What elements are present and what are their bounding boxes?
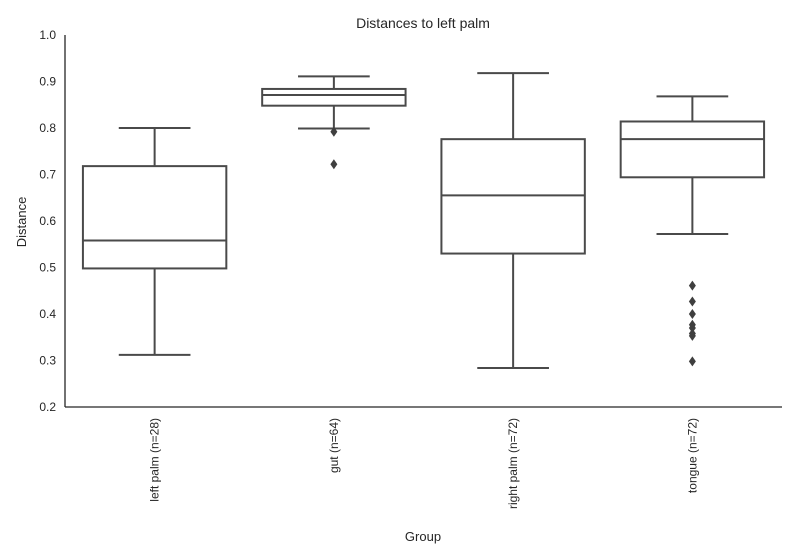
- y-tick-labels: 0.2 0.3 0.4 0.5 0.6 0.7 0.8 0.9 1.0: [39, 28, 56, 414]
- outlier-point: [330, 126, 338, 137]
- y-tick-label: 0.8: [39, 121, 56, 135]
- x-tick-label: gut (n=64): [327, 418, 341, 473]
- chart-title: Distances to left palm: [356, 15, 490, 31]
- y-tick-label: 1.0: [39, 28, 56, 42]
- outlier-point: [688, 322, 696, 333]
- iqr-box: [619, 120, 766, 179]
- iqr-box: [81, 165, 228, 270]
- iqr-box: [261, 87, 407, 107]
- y-tick-label: 0.9: [39, 75, 56, 89]
- y-tick-label: 0.2: [39, 400, 56, 414]
- box-group: [261, 75, 407, 170]
- y-tick-label: 0.6: [39, 214, 56, 228]
- box-group: [81, 127, 228, 356]
- x-tick-labels: left palm (n=28) gut (n=64) right palm (n=…: [148, 418, 700, 509]
- outlier-point: [330, 159, 338, 170]
- outlier-point: [688, 280, 696, 291]
- y-tick-label: 0.4: [39, 307, 56, 321]
- box-group: [619, 95, 766, 367]
- y-axis-label: Distance: [14, 197, 29, 248]
- y-tick-label: 0.7: [39, 168, 56, 182]
- box-group: [440, 72, 586, 369]
- outlier-point: [688, 330, 696, 341]
- x-tick-label: left palm (n=28): [148, 418, 162, 502]
- y-tick-label: 0.5: [39, 261, 56, 275]
- x-tick-label: right palm (n=72): [506, 418, 520, 509]
- y-tick-label: 0.3: [39, 354, 56, 368]
- outlier-point: [688, 309, 696, 319]
- box-series: [81, 72, 766, 369]
- x-axis-label: Group: [405, 529, 441, 544]
- outlier-point: [688, 356, 696, 367]
- outlier-point: [688, 296, 696, 307]
- x-tick-label: tongue (n=72): [685, 418, 699, 493]
